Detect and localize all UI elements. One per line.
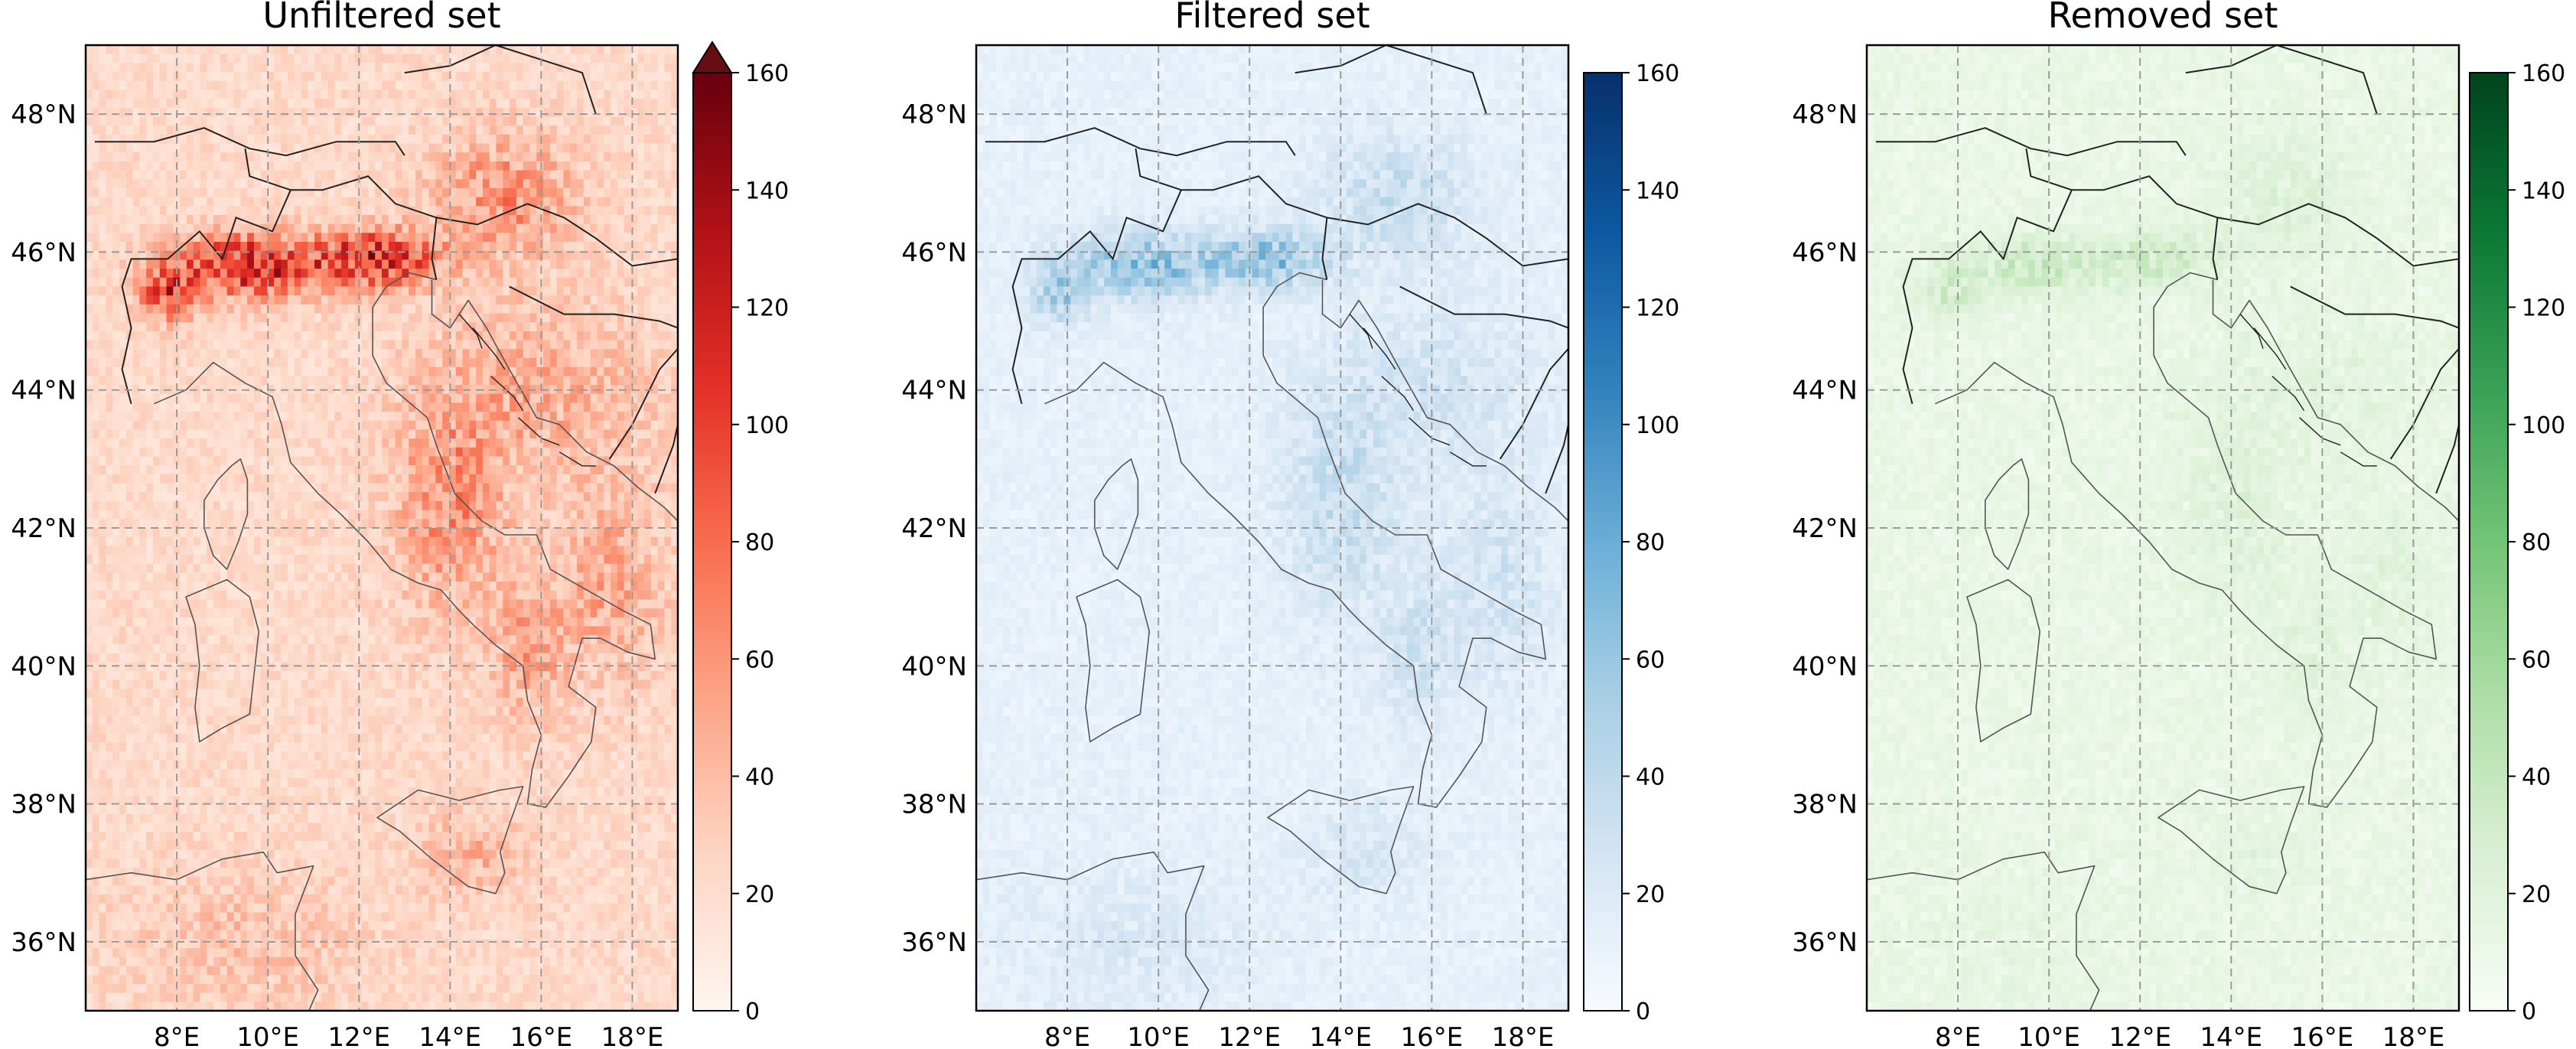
panel-title: Unfiltered set [262,0,500,36]
colorbar-tick-label: 140 [745,178,789,204]
lat-label: 42°N [1792,513,1858,544]
lon-label: 14°E [2200,1022,2262,1049]
heatmap-cells [86,45,678,1011]
lat-label: 38°N [901,790,967,820]
colorbar-tick-label: 120 [2522,295,2565,322]
colorbar-tick-label: 120 [745,295,789,322]
lat-label: 38°N [1792,790,1858,820]
lat-label: 48°N [901,99,967,130]
colorbar-tick-label: 80 [1636,529,1665,556]
colorbar-tick-label: 160 [2522,60,2565,87]
colorbar-tick-label: 100 [745,412,789,439]
lon-label: 14°E [418,1022,481,1049]
colorbar-tick-label: 120 [1636,295,1679,322]
lon-label: 12°E [1218,1022,1281,1049]
lon-label: 16°E [2291,1022,2354,1049]
lon-label: 16°E [510,1022,573,1049]
lat-label: 40°N [901,651,967,682]
colorbar-gradient [692,72,732,1012]
heatmap-cells [1867,45,2459,1011]
lat-label: 46°N [901,237,967,268]
colorbar-tick-label: 40 [2522,764,2551,791]
lat-label: 40°N [11,651,77,682]
lat-label: 36°N [901,927,967,958]
lat-label: 38°N [11,790,77,820]
lon-label: 16°E [1401,1022,1464,1049]
colorbar-tick-label: 40 [745,764,774,791]
lon-label: 14°E [1309,1022,1372,1049]
map-panel-2: Filtered set 48°N 46°N 44°N 42°N 40°N 38°N 36°N… [901,0,1679,1049]
colorbar-tick-label: 60 [1636,647,1665,673]
colorbar: 0 20 40 60 80 100 120 140 160 [1583,60,1679,1025]
colorbar-tick-label: 160 [1636,60,1679,87]
lon-label: 10°E [2017,1022,2080,1049]
lon-label: 10°E [1127,1022,1190,1049]
map-frame [84,44,679,1012]
lat-label: 42°N [11,513,77,544]
map-panel-1: Unfiltered set 48°N 46°N 44°N 42°N 40°N 38°N 36… [11,0,789,1049]
lon-label: 8°E [1044,1022,1090,1049]
lon-label: 18°E [601,1022,664,1049]
lon-label: 8°E [1935,1022,1981,1049]
colorbar-tick-label: 0 [2522,999,2536,1025]
map-frame [1865,44,2460,1012]
panel-title: Removed set [2048,0,2278,36]
lat-label: 46°N [11,237,77,268]
map-frame [975,44,1570,1012]
panel-title: Filtered set [1174,0,1369,36]
lon-label: 12°E [327,1022,390,1049]
lat-label: 48°N [1792,99,1858,130]
colorbar-tick-label: 80 [745,529,774,556]
colorbar-gradient [1583,72,1623,1012]
gridlines [86,45,678,1011]
heatmap-cells [976,45,1568,1011]
lon-label: 10°E [236,1022,299,1049]
lon-label: 12°E [2109,1022,2171,1049]
coastlines [976,272,1568,1011]
lon-label: 8°E [154,1022,200,1049]
colorbar-gradient [2469,72,2509,1012]
lat-label: 46°N [1792,237,1858,268]
lon-label: 18°E [2382,1022,2445,1049]
colorbar-tick-label: 160 [745,60,789,87]
lat-label: 40°N [1792,651,1858,682]
colorbar-tick-label: 60 [745,647,774,673]
colorbar-tick-label: 20 [745,881,774,908]
coastlines [86,272,678,1011]
lat-label: 44°N [11,376,77,406]
lon-label: 18°E [1492,1022,1555,1049]
lat-label: 44°N [901,376,967,406]
country-borders [94,45,678,494]
colorbar-tick-label: 0 [745,999,760,1025]
country-borders [985,45,1568,494]
colorbar-tick-label: 100 [2522,412,2565,439]
colorbar-tick-label: 60 [2522,647,2551,673]
lat-label: 44°N [1792,376,1858,406]
country-borders [1875,45,2459,494]
colorbar-tick-label: 100 [1636,412,1679,439]
colorbar: 0 20 40 60 80 100 120 140 160 [692,41,789,1025]
colorbar-tick-label: 0 [1636,999,1650,1025]
map-panel-3: Removed set 48°N 46°N 44°N 42°N 40°N 38°N 36°N 8… [1792,0,2565,1049]
lat-label: 48°N [11,99,77,130]
lat-label: 42°N [901,513,967,544]
gridlines [1867,45,2459,1011]
colorbar-tick-label: 80 [2522,529,2551,556]
coastlines [1867,272,2459,1011]
colorbar-extend-arrow [692,41,733,73]
lat-label: 36°N [1792,927,1858,958]
colorbar: 0 20 40 60 80 100 120 140 160 [2469,60,2565,1025]
colorbar-tick-label: 140 [1636,178,1679,204]
colorbar-tick-label: 140 [2522,178,2565,204]
colorbar-tick-label: 20 [1636,881,1665,908]
lat-label: 36°N [11,927,77,958]
colorbar-tick-label: 40 [1636,764,1665,791]
gridlines [976,45,1568,1011]
colorbar-tick-label: 20 [2522,881,2551,908]
